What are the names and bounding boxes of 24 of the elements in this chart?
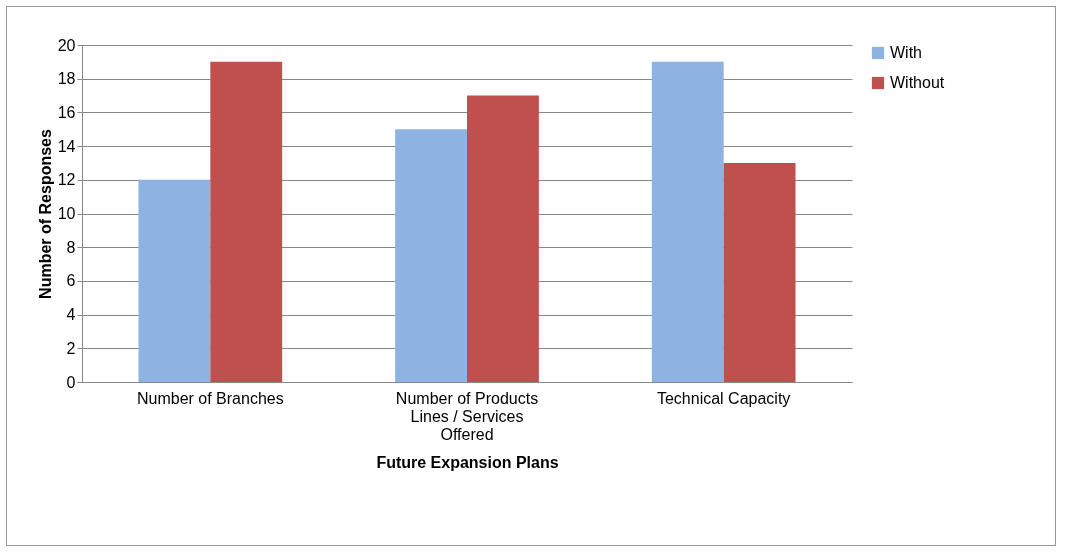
bar <box>723 162 796 382</box>
x-tick-label: Number of Products Lines / Services Offered <box>395 389 539 443</box>
y-tick-label: 12 <box>57 171 76 189</box>
bar <box>210 61 283 382</box>
x-tick-label: Number of Branches <box>136 389 284 407</box>
legend-label: Without <box>890 74 945 91</box>
y-tick-label: 8 <box>66 238 76 256</box>
y-tick-label: 6 <box>66 272 76 290</box>
bar <box>467 95 539 382</box>
y-axis-title: Number of Responses <box>36 128 54 299</box>
y-tick-label: 10 <box>57 205 76 222</box>
bar <box>395 129 467 382</box>
y-tick-label: 20 <box>57 36 76 54</box>
legend-label: With <box>890 44 922 61</box>
y-tick-label: 2 <box>66 339 76 357</box>
y-tick-label: 0 <box>66 373 76 391</box>
x-axis-title: Future Expansion Plans <box>376 453 559 471</box>
bar <box>651 61 724 382</box>
y-tick-label: 4 <box>66 306 76 324</box>
x-tick-label: Technical Capacity <box>656 389 791 407</box>
y-tick-label: 14 <box>57 137 76 155</box>
y-tick-label: 16 <box>57 103 76 121</box>
bar <box>138 179 211 382</box>
y-tick-label: 18 <box>57 70 76 88</box>
